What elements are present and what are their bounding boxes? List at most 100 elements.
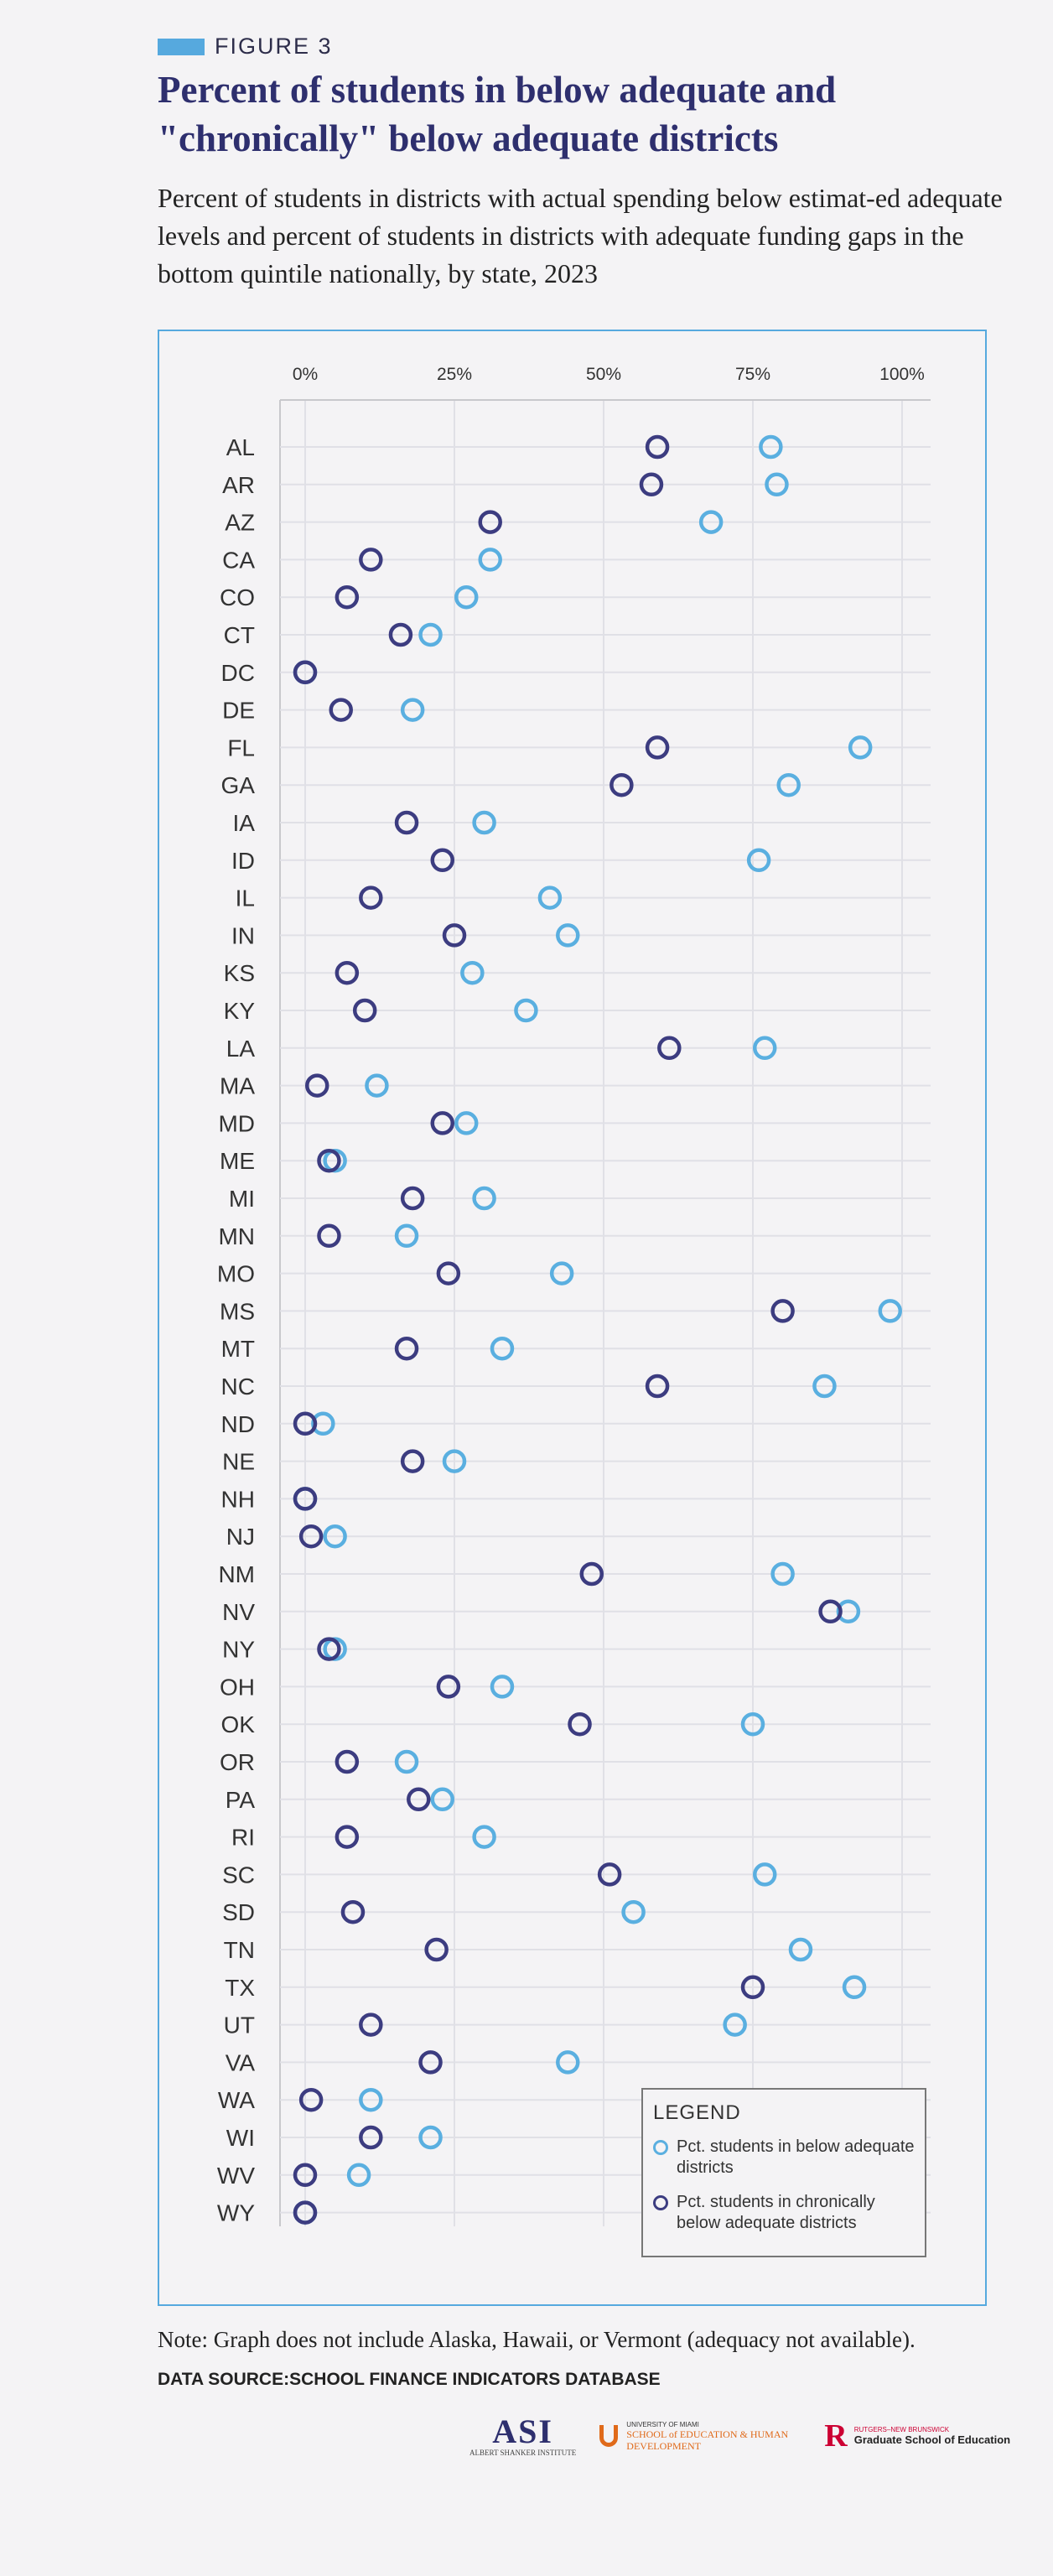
asi-logo-sub: ALBERT SHANKER INSTITUTE [469,2449,577,2457]
below-adequate-point [365,1073,389,1098]
state-label: MA [220,1073,255,1099]
below-adequate-point [740,1711,765,1737]
below-adequate-point [418,622,443,647]
state-label: ME [220,1148,255,1174]
state-label: KS [224,960,255,986]
chart-title: Percent of students in below adequate an… [158,69,837,159]
rutgers-name-text: Graduate School of Education [853,2433,1011,2446]
legend-chronic-label: Pct. students in chronically below adequ… [677,2193,875,2232]
state-label: SC [222,1862,255,1888]
below-adequate-point [472,810,496,835]
chronic-below-adequate-point [418,2050,443,2075]
um-name-text: SCHOOL of EDUCATION & HUMAN DEVELOPMENT [626,2428,789,2452]
state-label: IA [233,810,256,836]
below-adequate-point [359,2087,383,2112]
state-label: MI [229,1186,255,1212]
chronic-below-adequate-point [293,1411,318,1436]
chronic-below-adequate-point [639,472,664,497]
legend-item-below: Pct. students in below adequate district… [653,2137,915,2179]
below-adequate-point [746,848,771,873]
chronic-below-adequate-point [335,1749,360,1774]
chronic-below-adequate-point [329,698,353,722]
chronic-below-adequate-point [568,1711,592,1737]
chart-subtitle: Percent of students in districts with ac… [158,183,1003,288]
below-adequate-point [442,1449,467,1473]
below-adequate-point [472,1825,496,1849]
state-label: TN [224,1937,255,1963]
below-adequate-point [472,1186,496,1211]
state-label: WV [217,2163,255,2189]
below-adequate-point [490,1336,515,1361]
chronic-below-adequate-point [298,1524,324,1549]
figure-tag: FIGURE 3 [158,34,333,60]
chronic-below-adequate-point [770,1299,795,1323]
state-label: CA [222,547,255,573]
below-adequate-point [394,1223,419,1249]
below-adequate-point [323,1524,347,1549]
state-label: NJ [226,1524,255,1550]
below-adequate-point [752,1862,777,1887]
um-top-text: UNIVERSITY OF MIAMI [626,2420,699,2428]
below-adequate-point [394,1749,419,1774]
legend-below-circle-icon [653,2140,668,2155]
state-label: OR [220,1749,255,1775]
state-label: NC [221,1374,255,1400]
chronic-below-adequate-point [359,886,383,910]
state-label: VA [226,2049,256,2075]
x-tick-label: 50% [586,365,621,384]
below-adequate-point [556,923,580,948]
below-adequate-point [765,472,789,497]
asi-logo-text: ASI [492,2412,553,2450]
state-label: OH [220,1674,255,1700]
chart-frame [158,330,987,2306]
legend-title: LEGEND [653,2101,741,2124]
below-adequate-point [346,2163,371,2188]
chronic-below-adequate-point [317,1637,341,1661]
state-label: OK [221,1711,256,1737]
state-label: CT [224,622,255,648]
below-adequate-point [752,1036,777,1061]
below-adequate-point [430,1787,455,1812]
state-label: RI [231,1825,255,1851]
below-adequate-point [490,1675,515,1699]
asi-logo: ASI ALBERT SHANKER INSTITUTE [469,2412,577,2458]
state-label: NM [218,1561,255,1587]
x-tick-label: 100% [879,365,925,384]
legend: LEGEND Pct. students in below adequate d… [641,2088,926,2257]
state-label: AR [222,472,255,498]
below-adequate-point [812,1374,837,1399]
state-label: MN [218,1223,255,1249]
below-adequate-point [514,998,538,1023]
below-adequate-point [454,584,479,610]
chronic-below-adequate-point [407,1787,431,1812]
state-label: NV [222,1599,255,1625]
chronic-below-adequate-point [394,810,419,835]
chronic-below-adequate-point [609,772,634,797]
state-label: LA [226,1036,256,1062]
chronic-below-adequate-point [352,998,377,1023]
figure-label: FIGURE 3 [215,34,333,59]
state-label: DC [221,660,255,686]
state-label: CO [220,584,255,610]
state-label: MD [218,1110,255,1136]
state-label: NH [221,1486,255,1512]
state-label: UT [224,2012,255,2038]
state-label: AL [226,434,255,460]
state-label: NE [222,1449,255,1475]
rutgers-top-text: RUTGERS–NEW BRUNSWICK [853,2426,950,2433]
chronic-below-adequate-point [317,1223,341,1249]
dot-plot: 0% 25% 50% 75% 100% AL AR AZ CA CO CT DC DE FL GA IA ID I… [217,365,931,2226]
below-adequate-point [842,1975,867,2000]
chronic-below-adequate-point [400,1449,425,1473]
state-label: KY [224,998,256,1024]
below-adequate-point [759,434,783,460]
below-adequate-point [698,510,724,534]
state-label: IN [231,922,255,948]
below-adequate-point [537,886,563,910]
legend-below-label: Pct. students in below adequate district… [677,2137,915,2177]
rutgers-logo: R RUTGERS–NEW BRUNSWICK Graduate School … [824,2420,1010,2452]
chronic-below-adequate-point [293,2200,318,2225]
below-adequate-point [836,1599,861,1624]
x-tick-label: 25% [437,365,472,384]
um-logo: UNIVERSITY OF MIAMI SCHOOL of EDUCATION … [599,2421,802,2452]
